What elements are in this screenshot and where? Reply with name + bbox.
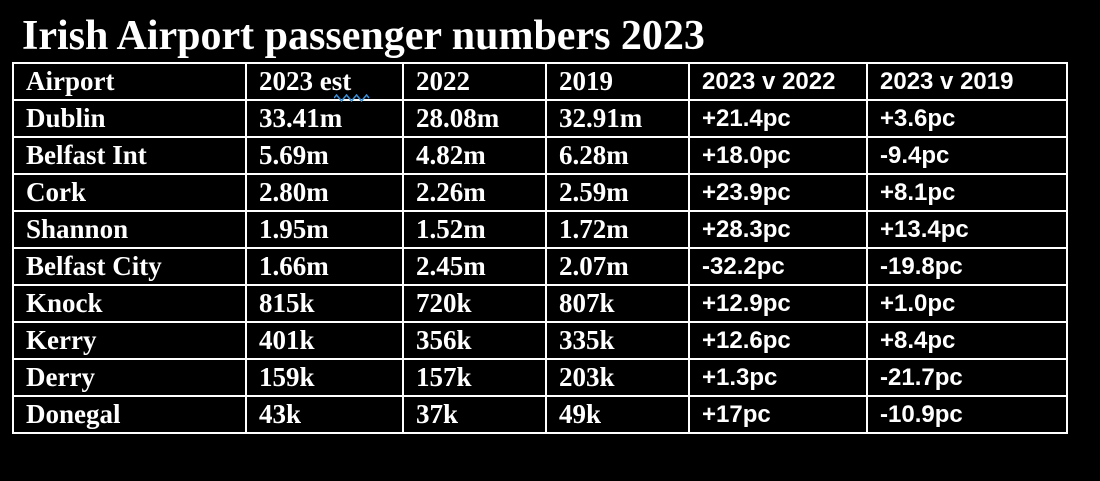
- table-cell: Donegal: [12, 395, 247, 434]
- header-cell: 2023 v 2022: [688, 62, 868, 101]
- table-cell: -32.2pc: [688, 247, 868, 286]
- table-cell: -10.9pc: [866, 395, 1068, 434]
- table-cell: 1.72m: [545, 210, 690, 249]
- header-cell: 2023 v 2019: [866, 62, 1068, 101]
- table-cell: +23.9pc: [688, 173, 868, 212]
- table-cell: 49k: [545, 395, 690, 434]
- table-row: Dublin 33.41m 28.08m 32.91m +21.4pc +3.6pc: [12, 99, 1068, 138]
- table-cell: 157k: [402, 358, 547, 397]
- wavy-line: [334, 94, 370, 102]
- header-cell: 2023 est: [245, 62, 404, 101]
- table-cell: +1.3pc: [688, 358, 868, 397]
- table-cell: +18.0pc: [688, 136, 868, 175]
- header-cell: 2022: [402, 62, 547, 101]
- table-cell: 335k: [545, 321, 690, 360]
- table-cell: -19.8pc: [866, 247, 1068, 286]
- table-cell: Belfast City: [12, 247, 247, 286]
- table-cell: Cork: [12, 173, 247, 212]
- table-cell: 1.52m: [402, 210, 547, 249]
- table-cell: 356k: [402, 321, 547, 360]
- table-cell: +28.3pc: [688, 210, 868, 249]
- table-row: Belfast City 1.66m 2.45m 2.07m -32.2pc -19.8p…: [12, 247, 1068, 286]
- table-cell: 5.69m: [245, 136, 404, 175]
- table-cell: 2.45m: [402, 247, 547, 286]
- table-row: Cork 2.80m 2.26m 2.59m +23.9pc +8.1pc: [12, 173, 1068, 212]
- table-cell: 203k: [545, 358, 690, 397]
- title: Irish Airport passenger numbers 2023: [22, 13, 705, 59]
- table-cell: +12.9pc: [688, 284, 868, 323]
- header-cell: 2019: [545, 62, 690, 101]
- table-row: Belfast Int 5.69m 4.82m 6.28m +18.0pc -9.4pc: [12, 136, 1068, 175]
- header-row: Airport 2023 est 2022 2019 2023 v 2022 2023 v…: [12, 62, 1068, 101]
- table-cell: Knock: [12, 284, 247, 323]
- table-cell: 2.80m: [245, 173, 404, 212]
- table-cell: -9.4pc: [866, 136, 1068, 175]
- table-cell: Kerry: [12, 321, 247, 360]
- table-row: Donegal 43k 37k 49k +17pc -10.9pc: [12, 395, 1068, 434]
- header-cell: Airport: [12, 62, 247, 101]
- table-cell: 6.28m: [545, 136, 690, 175]
- table-cell: +13.4pc: [866, 210, 1068, 249]
- table-cell: 401k: [245, 321, 404, 360]
- table-cell: Belfast Int: [12, 136, 247, 175]
- table-cell: +8.1pc: [866, 173, 1068, 212]
- table-cell: -21.7pc: [866, 358, 1068, 397]
- table-row: Shannon 1.95m 1.52m 1.72m +28.3pc +13.4pc: [12, 210, 1068, 249]
- table-row: Knock 815k 720k 807k +12.9pc +1.0pc: [12, 284, 1068, 323]
- table-cell: 4.82m: [402, 136, 547, 175]
- table-cell: Dublin: [12, 99, 247, 138]
- table-cell: 807k: [545, 284, 690, 323]
- table-cell: 37k: [402, 395, 547, 434]
- table-cell: +3.6pc: [866, 99, 1068, 138]
- table-cell: 2.07m: [545, 247, 690, 286]
- table-cell: 28.08m: [402, 99, 547, 138]
- table-cell: 1.66m: [245, 247, 404, 286]
- table-cell: +21.4pc: [688, 99, 868, 138]
- table-row: Derry 159k 157k 203k +1.3pc -21.7pc: [12, 358, 1068, 397]
- table-cell: Derry: [12, 358, 247, 397]
- table-row: Kerry 401k 356k 335k +12.6pc +8.4pc: [12, 321, 1068, 360]
- passenger-table: Airport 2023 est 2022 2019 2023 v 2022 2023 v…: [12, 62, 1068, 434]
- spellcheck-underline: [334, 94, 370, 102]
- table-body: Airport 2023 est 2022 2019 2023 v 2022 2023 v…: [12, 62, 1068, 434]
- table-cell: Shannon: [12, 210, 247, 249]
- table-cell: 815k: [245, 284, 404, 323]
- table-cell: 2.59m: [545, 173, 690, 212]
- table-cell: 720k: [402, 284, 547, 323]
- table-cell: +8.4pc: [866, 321, 1068, 360]
- table-cell: 33.41m: [245, 99, 404, 138]
- table-cell: 159k: [245, 358, 404, 397]
- table-cell: +17pc: [688, 395, 868, 434]
- table-cell: +1.0pc: [866, 284, 1068, 323]
- table-cell: 1.95m: [245, 210, 404, 249]
- table-cell: 2.26m: [402, 173, 547, 212]
- table-cell: 43k: [245, 395, 404, 434]
- table-cell: 32.91m: [545, 99, 690, 138]
- table-cell: +12.6pc: [688, 321, 868, 360]
